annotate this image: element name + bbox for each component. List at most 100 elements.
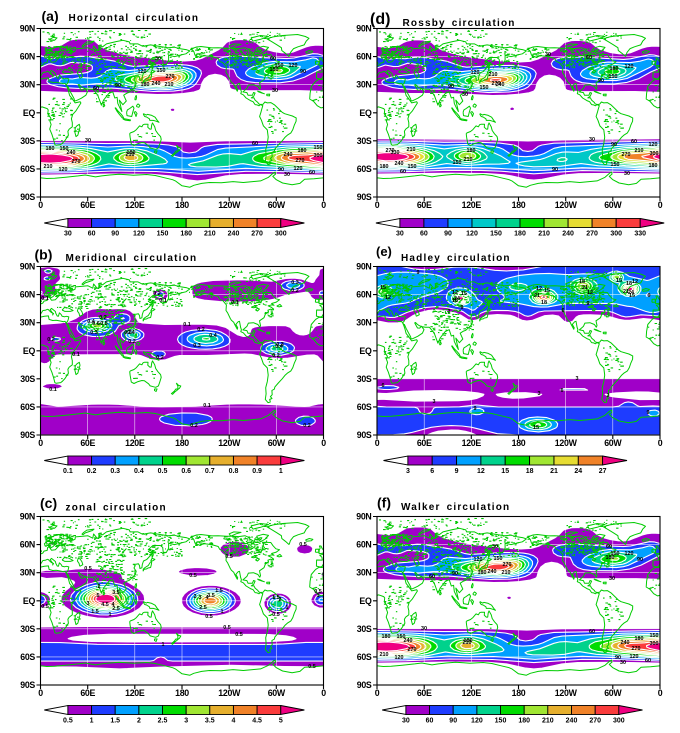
svg-text:21: 21: [534, 293, 540, 299]
svg-text:15: 15: [544, 288, 550, 294]
svg-text:60E: 60E: [417, 200, 432, 210]
svg-text:60W: 60W: [268, 200, 286, 210]
svg-text:15: 15: [616, 278, 622, 284]
svg-text:210: 210: [380, 652, 389, 658]
svg-text:0.3: 0.3: [193, 343, 201, 349]
svg-text:18: 18: [541, 300, 547, 306]
svg-text:120W: 120W: [555, 688, 578, 698]
svg-text:210: 210: [165, 82, 174, 88]
svg-text:0.3: 0.3: [291, 280, 299, 286]
svg-text:15: 15: [461, 291, 467, 297]
svg-text:0.4: 0.4: [275, 344, 283, 350]
svg-text:120: 120: [471, 718, 483, 725]
svg-text:210: 210: [44, 164, 53, 170]
svg-text:18: 18: [579, 279, 585, 285]
svg-text:2.5: 2.5: [199, 605, 207, 611]
svg-text:120E: 120E: [462, 200, 482, 210]
svg-text:0.2: 0.2: [303, 423, 311, 429]
svg-text:180: 180: [649, 163, 658, 169]
svg-text:30: 30: [492, 544, 498, 550]
svg-text:180: 180: [635, 636, 644, 642]
svg-text:6: 6: [561, 388, 564, 394]
svg-text:3: 3: [199, 595, 202, 601]
svg-text:240: 240: [228, 231, 240, 238]
svg-text:0.1: 0.1: [49, 387, 57, 393]
svg-text:180: 180: [514, 231, 526, 238]
svg-text:0.5: 0.5: [308, 664, 316, 670]
svg-text:4.5: 4.5: [101, 602, 109, 608]
svg-text:90: 90: [115, 83, 121, 89]
svg-text:210: 210: [489, 72, 498, 78]
svg-text:30: 30: [589, 137, 595, 143]
svg-text:1: 1: [221, 609, 224, 615]
svg-text:0: 0: [38, 438, 43, 448]
svg-text:180: 180: [464, 638, 473, 644]
svg-text:120W: 120W: [555, 438, 578, 448]
svg-text:Meridional circulation: Meridional circulation: [66, 253, 198, 264]
svg-text:30S: 30S: [357, 624, 372, 634]
svg-text:EQ: EQ: [23, 596, 36, 606]
svg-text:0: 0: [38, 200, 43, 210]
svg-text:240: 240: [621, 640, 630, 646]
svg-text:0: 0: [658, 438, 663, 448]
svg-text:0.2: 0.2: [47, 337, 55, 343]
svg-text:(d): (d): [370, 11, 390, 28]
svg-text:Walker circulation: Walker circulation: [401, 502, 510, 513]
svg-text:30N: 30N: [20, 568, 35, 578]
svg-text:210: 210: [464, 157, 473, 163]
svg-text:0.6: 0.6: [181, 468, 191, 475]
svg-text:60S: 60S: [20, 652, 35, 662]
svg-text:5: 5: [279, 718, 283, 725]
svg-text:30: 30: [609, 576, 615, 582]
svg-text:180: 180: [467, 148, 476, 154]
svg-text:24: 24: [574, 468, 582, 475]
svg-text:90: 90: [598, 78, 604, 84]
svg-text:0.3: 0.3: [110, 468, 120, 475]
svg-text:9: 9: [417, 270, 420, 276]
svg-text:2.5: 2.5: [158, 718, 168, 725]
svg-text:210: 210: [463, 640, 472, 646]
svg-text:30S: 30S: [357, 374, 372, 384]
svg-text:300: 300: [275, 231, 287, 238]
svg-text:60W: 60W: [268, 688, 286, 698]
svg-text:0.5: 0.5: [63, 718, 73, 725]
svg-text:0.5: 0.5: [272, 612, 280, 618]
svg-text:4.5: 4.5: [252, 718, 262, 725]
svg-text:120E: 120E: [125, 200, 145, 210]
svg-text:60W: 60W: [604, 688, 622, 698]
svg-text:30S: 30S: [20, 624, 35, 634]
svg-text:30: 30: [284, 172, 290, 178]
svg-text:60W: 60W: [268, 438, 286, 448]
svg-text:0.5: 0.5: [158, 468, 168, 475]
svg-text:240: 240: [67, 150, 76, 156]
svg-text:0.1: 0.1: [183, 322, 191, 328]
svg-text:180: 180: [180, 231, 192, 238]
svg-text:120: 120: [625, 551, 634, 557]
svg-text:2: 2: [194, 594, 197, 600]
svg-text:0.5: 0.5: [225, 554, 233, 560]
svg-text:330: 330: [391, 150, 400, 156]
svg-text:180: 180: [512, 438, 526, 448]
svg-text:0.3: 0.3: [124, 330, 132, 336]
svg-text:(b): (b): [35, 247, 53, 263]
svg-text:210: 210: [502, 570, 511, 576]
svg-text:150: 150: [490, 231, 502, 238]
svg-text:12: 12: [587, 290, 593, 296]
svg-text:1.5: 1.5: [215, 588, 223, 594]
svg-text:2.5: 2.5: [112, 606, 120, 612]
svg-text:1.5: 1.5: [91, 609, 99, 615]
svg-text:0: 0: [658, 688, 663, 698]
svg-text:120W: 120W: [218, 200, 241, 210]
svg-text:120W: 120W: [218, 438, 241, 448]
svg-text:90S: 90S: [357, 430, 372, 440]
svg-text:0.5: 0.5: [314, 589, 322, 595]
svg-text:24: 24: [628, 290, 634, 296]
svg-text:12: 12: [385, 295, 391, 301]
svg-text:zonal circulation: zonal circulation: [66, 503, 167, 514]
svg-text:60: 60: [429, 574, 435, 580]
svg-text:30: 30: [64, 231, 72, 238]
svg-text:240: 240: [395, 161, 404, 167]
svg-text:60: 60: [586, 55, 592, 61]
svg-text:210: 210: [542, 718, 554, 725]
svg-text:180: 180: [46, 146, 55, 152]
